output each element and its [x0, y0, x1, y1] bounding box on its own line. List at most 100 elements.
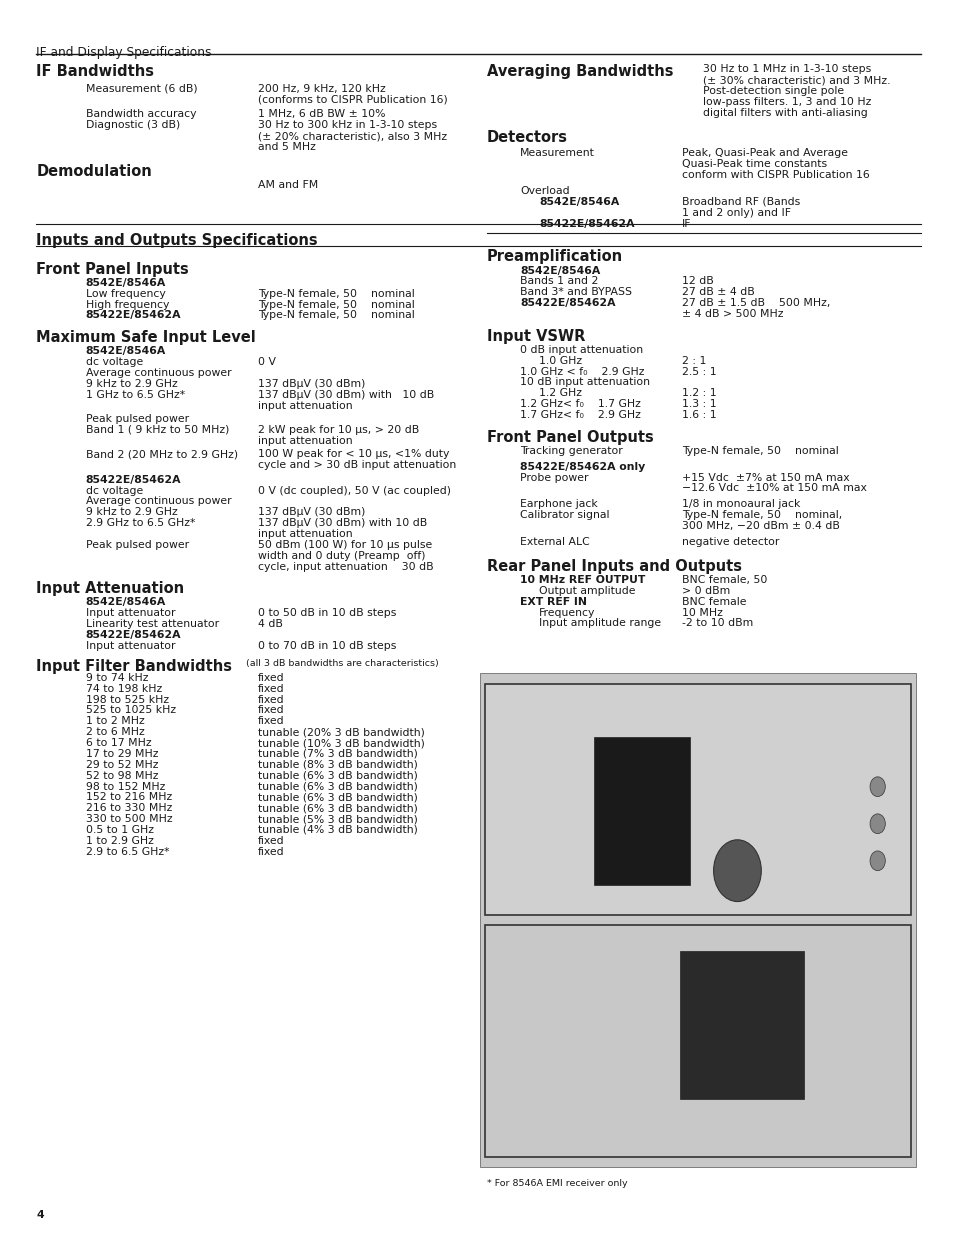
Text: input attenuation: input attenuation	[257, 529, 352, 538]
Bar	[594, 737, 689, 885]
Text: ± 4 dB > 500 MHz: ± 4 dB > 500 MHz	[681, 309, 782, 319]
Text: fixed: fixed	[257, 716, 284, 726]
Text: 9 kHz to 2.9 GHz: 9 kHz to 2.9 GHz	[86, 379, 177, 389]
Text: 85422E/85462A: 85422E/85462A	[86, 310, 181, 320]
Text: 74 to 198 kHz: 74 to 198 kHz	[86, 684, 162, 694]
Text: 2 : 1: 2 : 1	[681, 356, 706, 366]
Text: and 5 MHz: and 5 MHz	[257, 142, 315, 152]
Text: 29 to 52 MHz: 29 to 52 MHz	[86, 760, 158, 769]
Text: Averaging Bandwidths: Averaging Bandwidths	[486, 64, 672, 79]
Text: 8542E/8546A: 8542E/8546A	[86, 278, 166, 288]
Text: Band 2 (20 MHz to 2.9 GHz): Band 2 (20 MHz to 2.9 GHz)	[86, 450, 237, 459]
Text: 6 to 17 MHz: 6 to 17 MHz	[86, 739, 152, 748]
Text: Diagnostic (3 dB): Diagnostic (3 dB)	[86, 120, 180, 130]
Text: 98 to 152 MHz: 98 to 152 MHz	[86, 782, 165, 792]
Text: tunable (6% 3 dB bandwidth): tunable (6% 3 dB bandwidth)	[257, 803, 417, 813]
Text: Type-N female, 50    nominal,: Type-N female, 50 nominal,	[681, 510, 841, 520]
Text: 1.3 : 1: 1.3 : 1	[681, 399, 716, 409]
Text: Output amplitude: Output amplitude	[538, 585, 635, 595]
Text: BNC female: BNC female	[681, 597, 746, 606]
Text: 10 dB input attenuation: 10 dB input attenuation	[519, 378, 649, 388]
Circle shape	[869, 814, 884, 834]
Text: Type-N female, 50    nominal: Type-N female, 50 nominal	[257, 289, 414, 299]
Text: 1.7 GHz< f₀    2.9 GHz: 1.7 GHz< f₀ 2.9 GHz	[519, 410, 640, 420]
Text: 300 MHz, −20 dBm ± 0.4 dB: 300 MHz, −20 dBm ± 0.4 dB	[681, 521, 839, 531]
Text: Measurement (6 dB): Measurement (6 dB)	[86, 84, 197, 94]
Text: Input Filter Bandwidths: Input Filter Bandwidths	[36, 659, 232, 674]
Text: Measurement: Measurement	[519, 148, 594, 158]
Text: dc voltage: dc voltage	[86, 357, 143, 367]
Text: 137 dBμV (30 dBm) with   10 dB: 137 dBμV (30 dBm) with 10 dB	[257, 390, 434, 400]
Text: cycle, input attenuation    30 dB: cycle, input attenuation 30 dB	[257, 562, 433, 572]
Bar	[479, 673, 915, 1167]
Text: 1 MHz, 6 dB BW ± 10%: 1 MHz, 6 dB BW ± 10%	[257, 110, 385, 120]
Bar	[679, 951, 803, 1099]
Text: 198 to 525 kHz: 198 to 525 kHz	[86, 694, 169, 704]
Text: AM and FM: AM and FM	[257, 180, 317, 190]
Text: 0 to 50 dB in 10 dB steps: 0 to 50 dB in 10 dB steps	[257, 609, 395, 619]
Text: 100 W peak for < 10 μs, <1% duty: 100 W peak for < 10 μs, <1% duty	[257, 450, 449, 459]
Text: Rear Panel Inputs and Outputs: Rear Panel Inputs and Outputs	[486, 559, 740, 574]
Text: tunable (5% 3 dB bandwidth): tunable (5% 3 dB bandwidth)	[257, 814, 417, 824]
Text: 85422E/85462A only: 85422E/85462A only	[519, 462, 644, 472]
Text: digital filters with anti-aliasing: digital filters with anti-aliasing	[702, 107, 867, 117]
Text: fixed: fixed	[257, 694, 284, 704]
Text: input attenuation: input attenuation	[257, 436, 352, 446]
Text: tunable (6% 3 dB bandwidth): tunable (6% 3 dB bandwidth)	[257, 782, 417, 792]
Text: Low frequency: Low frequency	[86, 289, 166, 299]
Text: 4: 4	[36, 1210, 44, 1220]
Text: Type-N female, 50    nominal: Type-N female, 50 nominal	[257, 310, 414, 320]
Text: Preamplification: Preamplification	[486, 249, 622, 264]
Text: Overload: Overload	[519, 186, 569, 196]
Text: 0 V (dc coupled), 50 V (ac coupled): 0 V (dc coupled), 50 V (ac coupled)	[257, 485, 450, 495]
Text: 1/8 in monoaural jack: 1/8 in monoaural jack	[681, 499, 800, 509]
Text: cycle and > 30 dB input attenuation: cycle and > 30 dB input attenuation	[257, 459, 456, 469]
Text: Quasi-Peak time constants: Quasi-Peak time constants	[681, 159, 826, 169]
Circle shape	[713, 840, 760, 902]
Text: 85422E/85462A: 85422E/85462A	[519, 298, 615, 308]
Text: Front Panel Outputs: Front Panel Outputs	[486, 430, 653, 445]
Text: IF: IF	[681, 219, 691, 228]
Text: 1 to 2.9 GHz: 1 to 2.9 GHz	[86, 836, 153, 846]
Text: 1.6 : 1: 1.6 : 1	[681, 410, 716, 420]
Text: 17 to 29 MHz: 17 to 29 MHz	[86, 748, 158, 758]
Circle shape	[869, 777, 884, 797]
Text: Detectors: Detectors	[486, 130, 567, 144]
Text: Demodulation: Demodulation	[36, 164, 152, 179]
Text: 9 kHz to 2.9 GHz: 9 kHz to 2.9 GHz	[86, 508, 177, 517]
Text: External ALC: External ALC	[519, 537, 589, 547]
Text: 2 to 6 MHz: 2 to 6 MHz	[86, 727, 145, 737]
Text: 85422E/85462A: 85422E/85462A	[538, 219, 634, 228]
Text: 30 Hz to 300 kHz in 1-3-10 steps: 30 Hz to 300 kHz in 1-3-10 steps	[257, 120, 436, 130]
Text: Maximum Safe Input Level: Maximum Safe Input Level	[36, 330, 255, 346]
Text: 0 to 70 dB in 10 dB steps: 0 to 70 dB in 10 dB steps	[257, 641, 395, 651]
Text: Peak pulsed power: Peak pulsed power	[86, 540, 189, 550]
Text: Inputs and Outputs Specifications: Inputs and Outputs Specifications	[36, 233, 317, 248]
Text: 52 to 98 MHz: 52 to 98 MHz	[86, 771, 158, 781]
Text: 2.9 to 6.5 GHz*: 2.9 to 6.5 GHz*	[86, 847, 170, 857]
Text: 1.2 GHz: 1.2 GHz	[538, 388, 581, 398]
Text: 0 dB input attenuation: 0 dB input attenuation	[519, 345, 642, 354]
Text: Type-N female, 50    nominal: Type-N female, 50 nominal	[257, 300, 414, 310]
Text: 85422E/85462A: 85422E/85462A	[86, 474, 181, 484]
Text: IF Bandwidths: IF Bandwidths	[36, 64, 154, 79]
Text: Input attenuator: Input attenuator	[86, 641, 175, 651]
Text: 4 dB: 4 dB	[257, 619, 282, 629]
Text: > 0 dBm: > 0 dBm	[681, 585, 730, 595]
Bar	[484, 684, 910, 915]
Text: 0 V: 0 V	[257, 357, 275, 367]
Text: low-pass filters. 1, 3 and 10 Hz: low-pass filters. 1, 3 and 10 Hz	[702, 96, 870, 106]
Text: Bandwidth accuracy: Bandwidth accuracy	[86, 110, 196, 120]
Text: (conforms to CISPR Publication 16): (conforms to CISPR Publication 16)	[257, 95, 447, 105]
Text: Earphone jack: Earphone jack	[519, 499, 597, 509]
Text: 1 to 2 MHz: 1 to 2 MHz	[86, 716, 145, 726]
Text: 9 to 74 kHz: 9 to 74 kHz	[86, 673, 149, 683]
Text: Type-N female, 50    nominal: Type-N female, 50 nominal	[681, 446, 838, 456]
Text: dc voltage: dc voltage	[86, 485, 143, 495]
Text: (± 20% characteristic), also 3 MHz: (± 20% characteristic), also 3 MHz	[257, 131, 446, 141]
Text: 2.9 GHz to 6.5 GHz*: 2.9 GHz to 6.5 GHz*	[86, 519, 195, 529]
Text: width and 0 duty (Preamp  off): width and 0 duty (Preamp off)	[257, 551, 425, 561]
Text: 10 MHz: 10 MHz	[681, 608, 722, 618]
Text: fixed: fixed	[257, 673, 284, 683]
Text: +15 Vdc  ±7% at 150 mA max: +15 Vdc ±7% at 150 mA max	[681, 473, 849, 483]
